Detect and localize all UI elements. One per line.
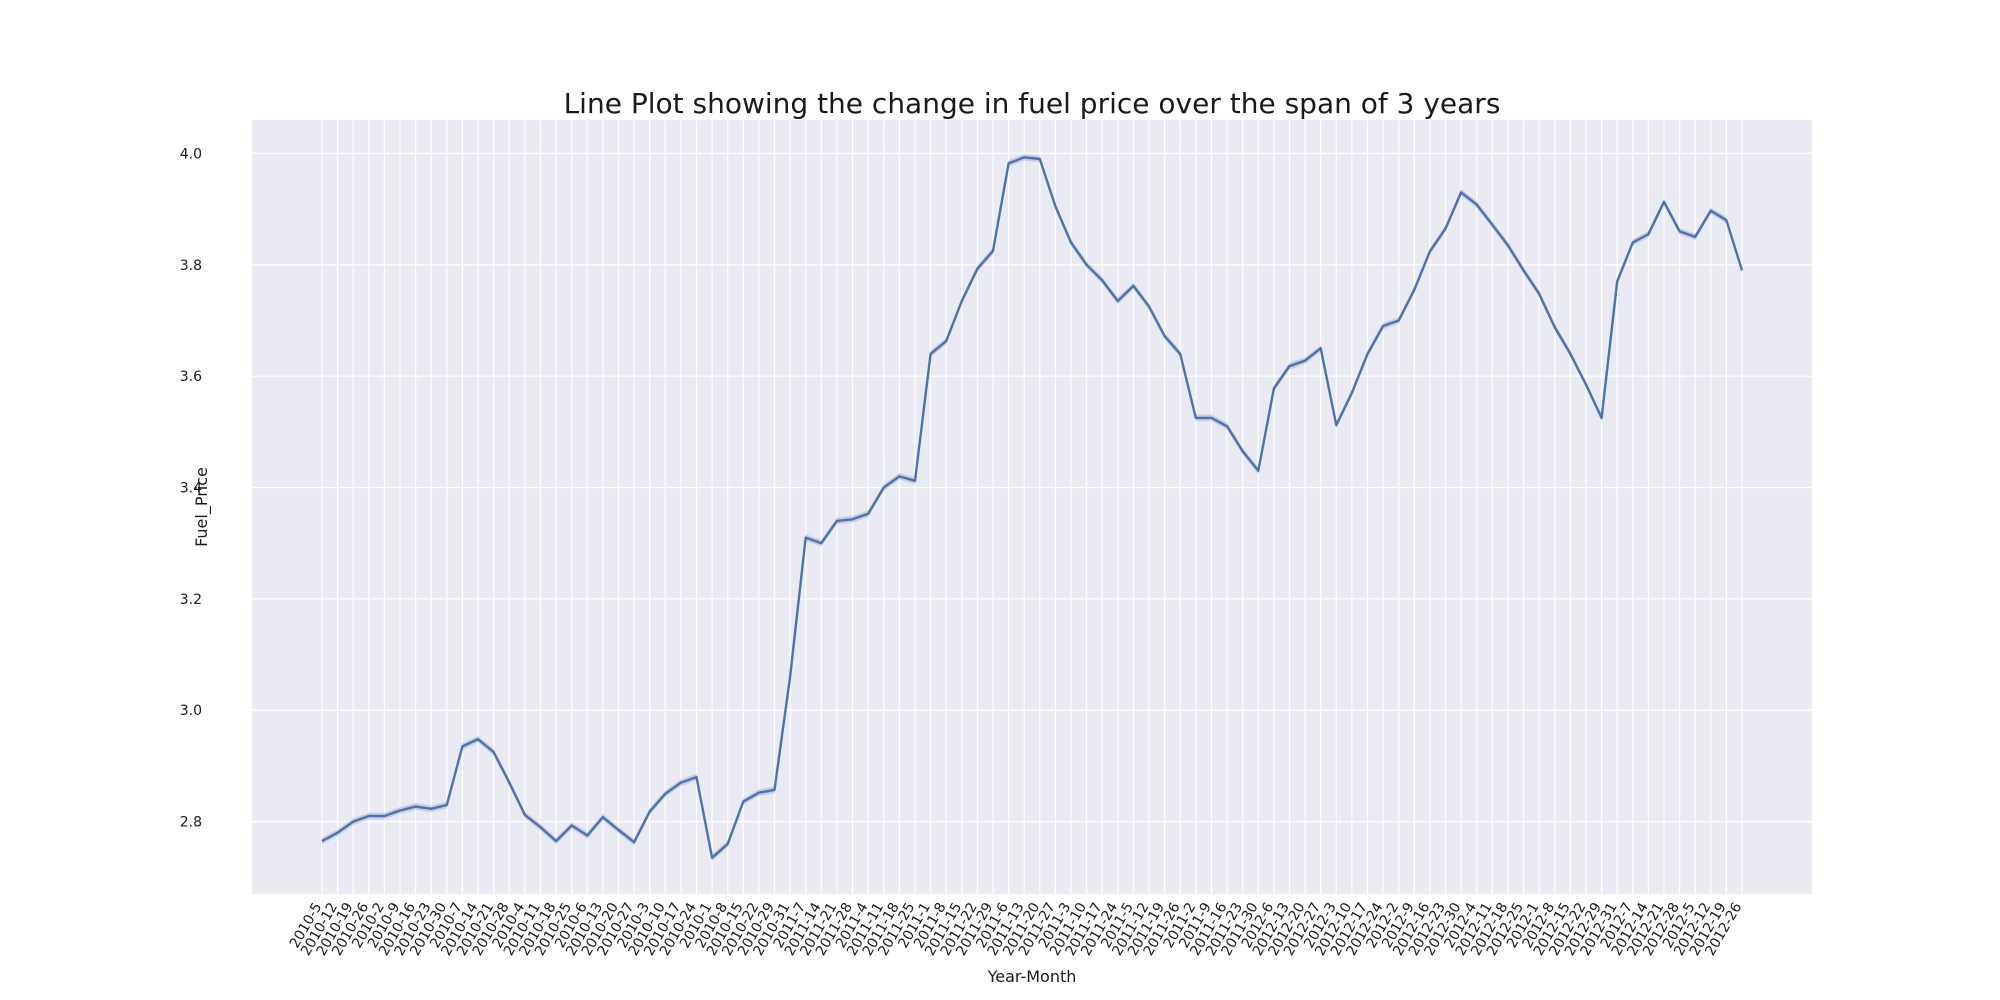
x-tick-labels: 2010-52010-122010-192010-262010-22010-92…	[287, 900, 1746, 959]
x-axis-label: Year-Month	[987, 967, 1077, 986]
y-tick-label: 3.4	[180, 481, 202, 497]
y-tick-labels: 2.8 3.0 3.2 3.4 3.6 3.8 4.0	[180, 146, 202, 830]
chart-title: Line Plot showing the change in fuel pri…	[564, 87, 1501, 120]
y-tick-label: 3.6	[180, 369, 202, 385]
y-tick-label: 3.2	[180, 592, 202, 608]
y-tick-label: 4.0	[180, 146, 202, 162]
y-axis-label: Fuel_Price	[192, 467, 212, 547]
y-tick-label: 3.8	[180, 258, 202, 274]
y-tick-label: 3.0	[180, 703, 202, 719]
y-tick-label: 2.8	[180, 815, 202, 831]
line-layer	[321, 156, 1744, 859]
fuel-price-line	[321, 156, 1744, 859]
plot-background	[252, 120, 1812, 894]
grid-layer	[252, 120, 1812, 894]
